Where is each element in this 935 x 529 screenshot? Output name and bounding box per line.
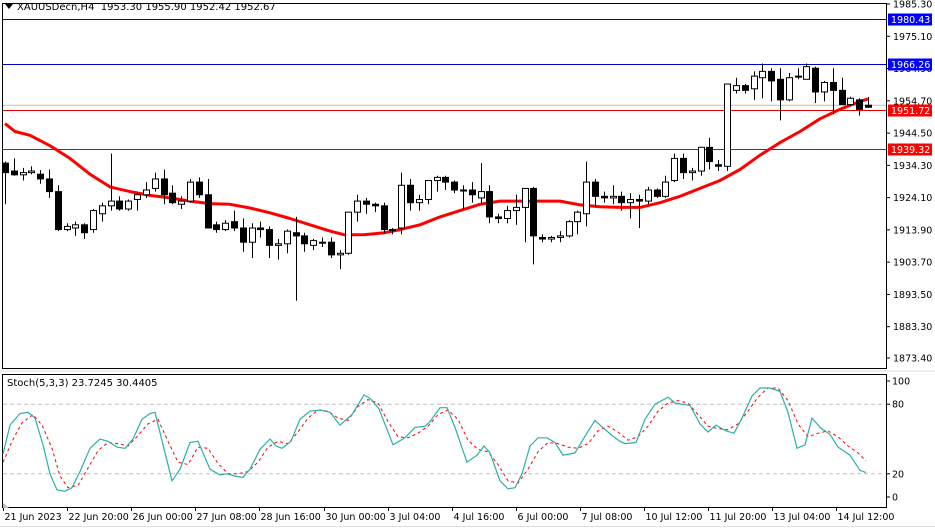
moving-average-line xyxy=(4,97,869,237)
time-tick-label: 10 Jul 12:00 xyxy=(646,512,703,523)
time-tick-label: 13 Jul 04:00 xyxy=(774,512,831,523)
time-tick-label: 6 Jul 00:00 xyxy=(518,512,569,523)
indicator-frame xyxy=(2,374,887,508)
level-badge xyxy=(888,104,932,117)
time-tick-label: 30 Jun 00:00 xyxy=(326,512,386,523)
time-tick-label: 11 Jul 20:00 xyxy=(710,512,767,523)
time-tick-label: 27 Jun 08:00 xyxy=(197,512,257,523)
time-tick-label: 28 Jun 16:00 xyxy=(261,512,321,523)
price-tick-label: 1913.90 xyxy=(893,225,932,236)
indicator-label: Stoch(5,3,3) 23.7245 30.4405 xyxy=(7,378,158,389)
price-tick-label: 1975.10 xyxy=(893,32,932,43)
price-tick-label: 1954.70 xyxy=(893,96,932,107)
price-tick-label: 1924.10 xyxy=(893,193,932,204)
ohlc-values: 1953.30 1955.90 1952.42 1952.67 xyxy=(100,2,276,13)
level-badge-label: 1980.43 xyxy=(891,15,930,26)
stoch-tick-label: 20 xyxy=(892,469,904,480)
price-tick-label: 1883.30 xyxy=(893,322,932,333)
time-tick-label: 26 Jun 00:00 xyxy=(133,512,193,523)
time-tick-label: 14 Jul 12:00 xyxy=(838,512,895,523)
level-badge-label: 1951.72 xyxy=(891,106,930,117)
stochastic-lines xyxy=(2,387,886,492)
stochastic-axis: 100 80 20 0 xyxy=(886,377,910,504)
stoch-tick-label: 100 xyxy=(892,377,910,388)
chart-title: XAUUSDecn,H4 1953.30 1955.90 1952.42 195… xyxy=(5,2,276,13)
symbol-label: XAUUSDecn,H4 xyxy=(17,2,95,13)
scroll-corner-icon xyxy=(3,503,9,508)
level-badge xyxy=(888,58,932,71)
time-tick-label: 21 Jun 2023 xyxy=(5,512,62,523)
level-badges: 1980.43 1966.26 1951.72 1939.32 xyxy=(888,13,932,156)
time-tick-label: 4 Jul 16:00 xyxy=(454,512,505,523)
stoch-main-line xyxy=(2,387,867,492)
price-tick-label: 1903.70 xyxy=(893,258,932,269)
main-chart-frame xyxy=(2,3,887,369)
price-tick-label: 1873.40 xyxy=(893,354,932,365)
level-badge-label: 1966.26 xyxy=(891,60,930,71)
level-badge xyxy=(888,143,932,156)
stoch-tick-label: 0 xyxy=(892,493,898,504)
price-tick-label: 1944.50 xyxy=(893,129,932,140)
horizontal-levels[interactable] xyxy=(3,19,886,150)
price-tick-label: 1934.30 xyxy=(893,161,932,172)
time-tick-label: 7 Jul 08:00 xyxy=(582,512,633,523)
time-tick-label: 22 Jun 20:00 xyxy=(69,512,129,523)
price-axis: 1985.301975.101964.901954.701944.501934.… xyxy=(886,0,932,365)
level-badge-label: 1939.32 xyxy=(891,145,930,156)
stoch-signal-line xyxy=(2,387,867,489)
time-tick-label: 3 Jul 04:00 xyxy=(390,512,441,523)
stoch-tick-label: 80 xyxy=(892,400,904,411)
price-tick-label: 1985.30 xyxy=(893,0,932,11)
level-badge xyxy=(888,13,932,26)
dropdown-arrow-icon[interactable] xyxy=(5,4,13,9)
price-tick-label: 1893.50 xyxy=(893,290,932,301)
candlesticks xyxy=(2,63,872,301)
time-axis: 21 Jun 2023 22 Jun 20:00 26 Jun 00:00 27 Ju… xyxy=(3,507,895,523)
